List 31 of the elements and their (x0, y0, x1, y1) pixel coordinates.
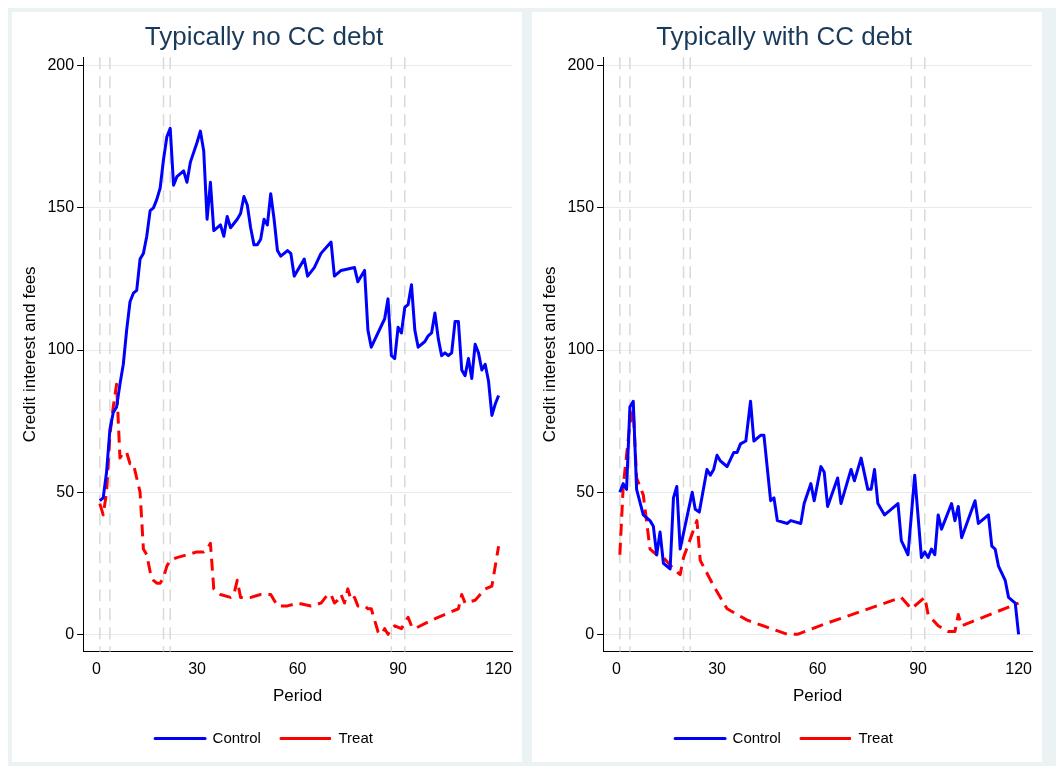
y-axis-title: Credit interest and fees (19, 266, 39, 443)
y-tick-label: 50 (576, 482, 595, 500)
y-tick-label: 0 (65, 624, 75, 642)
x-axis-title: Period (272, 686, 323, 706)
chart-title: Typically with CC debt (656, 20, 913, 51)
legend-label: Control (732, 728, 781, 746)
y-tick-label: 150 (47, 198, 75, 216)
x-tick-label: 90 (389, 660, 408, 678)
x-tick-label: 60 (288, 660, 307, 678)
x-tick-label: 30 (708, 660, 727, 678)
x-tick-label: 120 (485, 660, 513, 678)
chart-title: Typically no CC debt (144, 20, 384, 51)
line-series (98, 382, 501, 636)
x-tick-label: 120 (1005, 660, 1033, 678)
y-tick-label: 200 (47, 56, 75, 74)
x-axis-title: Period (792, 686, 843, 706)
legend-label: Treat (338, 728, 374, 746)
y-tick-label: 100 (567, 340, 595, 358)
y-tick-label: 100 (47, 340, 75, 358)
y-tick-label: 200 (567, 56, 595, 74)
x-tick-label: 0 (612, 660, 622, 678)
legend-label: Treat (858, 728, 894, 746)
legend-label: Control (212, 728, 261, 746)
x-tick-label: 60 (808, 660, 827, 678)
y-tick-label: 150 (567, 198, 595, 216)
x-tick-label: 90 (909, 660, 928, 678)
y-axis-title: Credit interest and fees (539, 266, 559, 443)
y-tick-label: 0 (585, 624, 595, 642)
x-tick-label: 30 (188, 660, 207, 678)
x-tick-label: 0 (92, 660, 102, 678)
y-tick-label: 50 (56, 482, 75, 500)
